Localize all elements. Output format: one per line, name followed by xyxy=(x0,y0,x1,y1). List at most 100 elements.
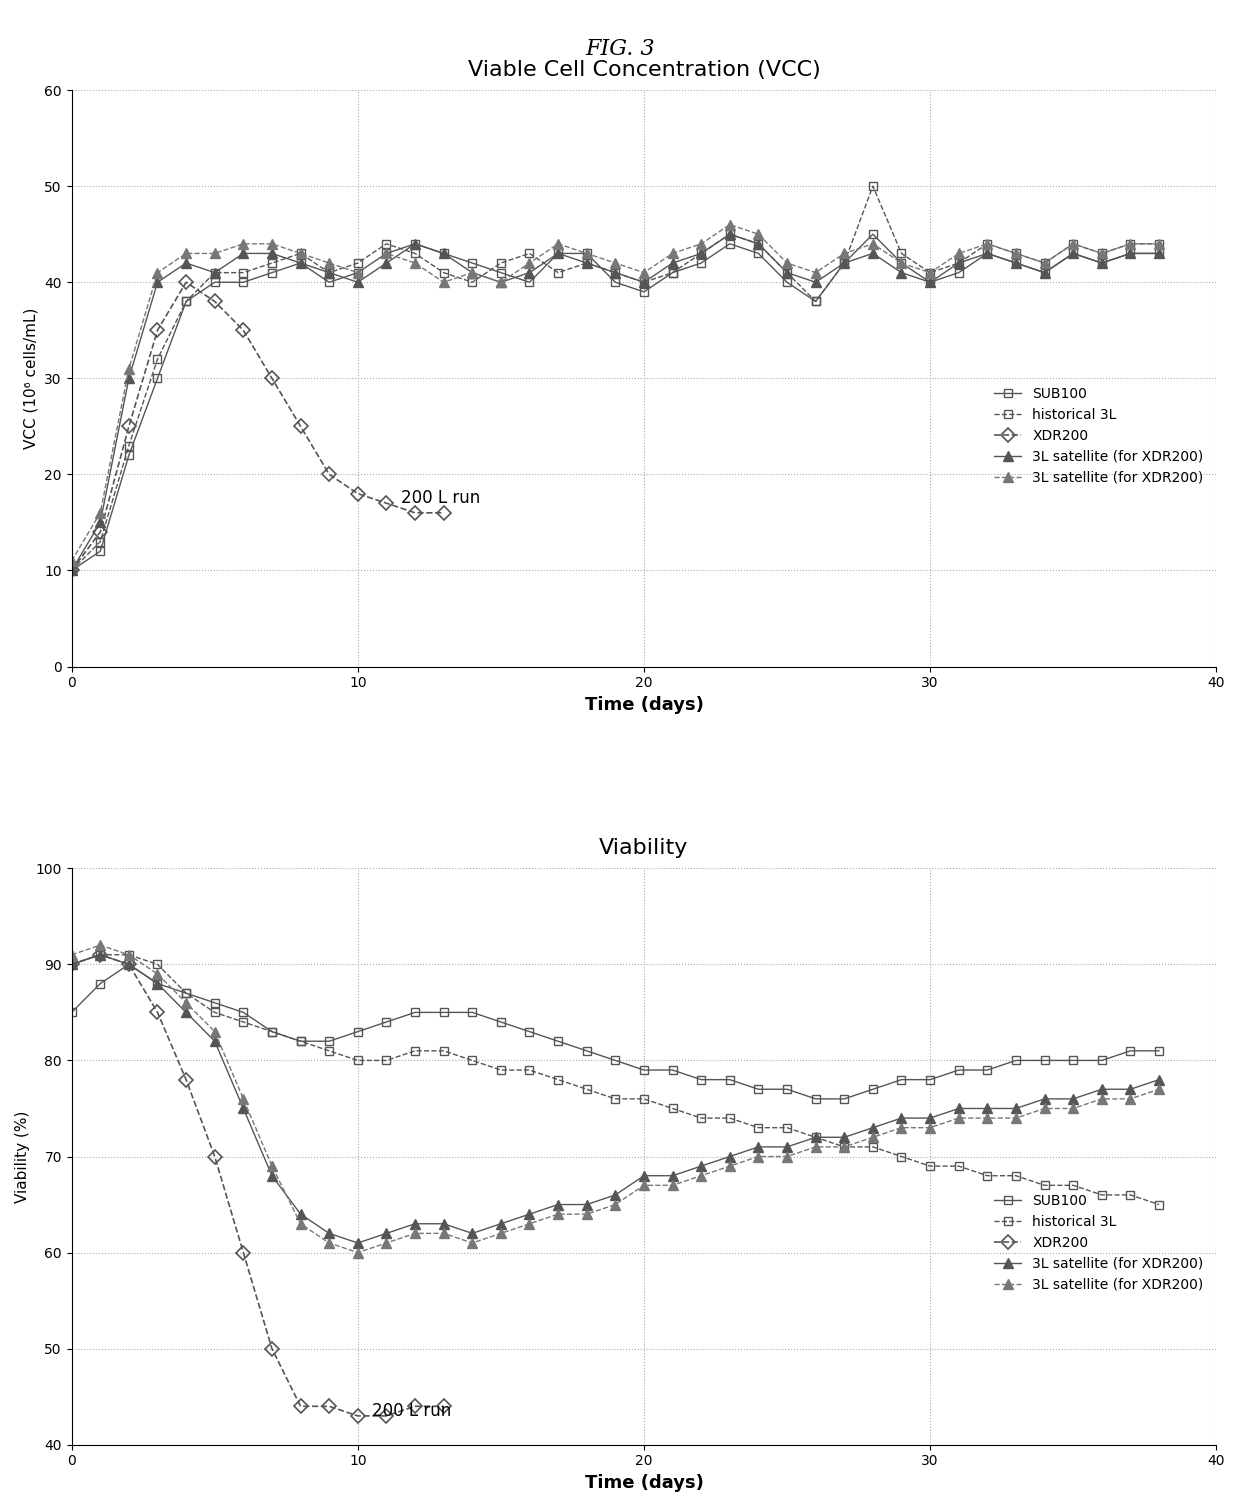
historical 3L xyxy=(1065,235,1080,253)
historical 3L xyxy=(1152,1195,1167,1213)
3L satellite (for XDR200) xyxy=(579,1206,594,1224)
3L satellite (for XDR200) xyxy=(1123,1081,1138,1099)
3L satellite (for XDR200) xyxy=(1065,1090,1080,1108)
3L satellite (for XDR200) xyxy=(293,255,308,273)
XDR200 xyxy=(436,1397,451,1415)
SUB100 xyxy=(780,1081,795,1099)
3L satellite (for XDR200) xyxy=(608,1186,622,1204)
3L satellite (for XDR200) xyxy=(236,1090,250,1108)
3L satellite (for XDR200) xyxy=(351,273,366,291)
3L satellite (for XDR200) xyxy=(522,255,537,273)
3L satellite (for XDR200) xyxy=(980,244,994,262)
historical 3L xyxy=(894,1147,909,1165)
SUB100 xyxy=(179,292,193,310)
3L satellite (for XDR200) xyxy=(351,1243,366,1261)
Line: 3L satellite (for XDR200): 3L satellite (for XDR200) xyxy=(67,949,1164,1248)
3L satellite (for XDR200) xyxy=(436,273,451,291)
3L satellite (for XDR200) xyxy=(64,552,79,570)
SUB100 xyxy=(951,264,966,282)
3L satellite (for XDR200) xyxy=(465,264,480,282)
SUB100 xyxy=(522,273,537,291)
SUB100 xyxy=(264,1023,279,1041)
3L satellite (for XDR200) xyxy=(980,1109,994,1127)
3L satellite (for XDR200) xyxy=(379,1224,394,1242)
historical 3L xyxy=(321,1041,336,1059)
3L satellite (for XDR200) xyxy=(408,235,423,253)
3L satellite (for XDR200) xyxy=(122,955,136,974)
SUB100 xyxy=(436,1004,451,1022)
historical 3L xyxy=(837,1138,852,1156)
3L satellite (for XDR200) xyxy=(837,1129,852,1147)
3L satellite (for XDR200) xyxy=(693,235,708,253)
SUB100 xyxy=(293,255,308,273)
historical 3L xyxy=(579,1081,594,1099)
3L satellite (for XDR200) xyxy=(866,1129,880,1147)
3L satellite (for XDR200) xyxy=(465,1224,480,1242)
SUB100 xyxy=(122,446,136,464)
XDR200 xyxy=(408,1397,423,1415)
SUB100 xyxy=(551,244,565,262)
3L satellite (for XDR200) xyxy=(579,1195,594,1213)
SUB100 xyxy=(379,1013,394,1031)
XDR200 xyxy=(64,955,79,974)
SUB100 xyxy=(579,1041,594,1059)
3L satellite (for XDR200) xyxy=(808,1129,823,1147)
SUB100 xyxy=(1008,255,1023,273)
3L satellite (for XDR200) xyxy=(321,255,336,273)
3L satellite (for XDR200) xyxy=(179,1004,193,1022)
3L satellite (for XDR200) xyxy=(579,255,594,273)
3L satellite (for XDR200) xyxy=(780,1147,795,1165)
historical 3L xyxy=(522,1061,537,1079)
3L satellite (for XDR200) xyxy=(122,369,136,387)
historical 3L xyxy=(923,1157,937,1175)
SUB100 xyxy=(837,255,852,273)
3L satellite (for XDR200) xyxy=(207,1023,222,1041)
historical 3L xyxy=(894,244,909,262)
3L satellite (for XDR200) xyxy=(264,235,279,253)
3L satellite (for XDR200) xyxy=(1152,1081,1167,1099)
SUB100 xyxy=(150,369,165,387)
historical 3L xyxy=(494,1061,508,1079)
Title: Viable Cell Concentration (VCC): Viable Cell Concentration (VCC) xyxy=(467,60,821,80)
3L satellite (for XDR200) xyxy=(951,1100,966,1118)
SUB100 xyxy=(894,1070,909,1088)
historical 3L xyxy=(122,946,136,964)
SUB100 xyxy=(693,255,708,273)
historical 3L xyxy=(522,244,537,262)
historical 3L xyxy=(408,244,423,262)
3L satellite (for XDR200) xyxy=(93,946,108,964)
3L satellite (for XDR200) xyxy=(494,1215,508,1233)
SUB100 xyxy=(494,264,508,282)
SUB100 xyxy=(64,562,79,580)
historical 3L xyxy=(207,1004,222,1022)
historical 3L xyxy=(1152,235,1167,253)
SUB100 xyxy=(465,255,480,273)
3L satellite (for XDR200) xyxy=(1037,264,1052,282)
historical 3L xyxy=(923,264,937,282)
historical 3L xyxy=(122,437,136,455)
3L satellite (for XDR200) xyxy=(293,1206,308,1224)
SUB100 xyxy=(122,955,136,974)
historical 3L xyxy=(236,264,250,282)
SUB100 xyxy=(93,975,108,993)
Line: XDR200: XDR200 xyxy=(67,277,449,576)
XDR200 xyxy=(207,1147,222,1165)
3L satellite (for XDR200) xyxy=(1008,1100,1023,1118)
historical 3L xyxy=(236,1013,250,1031)
3L satellite (for XDR200) xyxy=(465,1234,480,1252)
historical 3L xyxy=(693,244,708,262)
historical 3L xyxy=(93,532,108,550)
historical 3L xyxy=(980,235,994,253)
SUB100 xyxy=(780,273,795,291)
XDR200 xyxy=(379,1408,394,1426)
historical 3L xyxy=(494,255,508,273)
historical 3L xyxy=(1123,1186,1138,1204)
Line: 3L satellite (for XDR200): 3L satellite (for XDR200) xyxy=(67,940,1164,1257)
historical 3L xyxy=(551,1070,565,1088)
SUB100 xyxy=(321,1032,336,1050)
3L satellite (for XDR200) xyxy=(436,244,451,262)
3L satellite (for XDR200) xyxy=(236,1100,250,1118)
SUB100 xyxy=(408,235,423,253)
SUB100 xyxy=(293,1032,308,1050)
XDR200 xyxy=(64,562,79,580)
